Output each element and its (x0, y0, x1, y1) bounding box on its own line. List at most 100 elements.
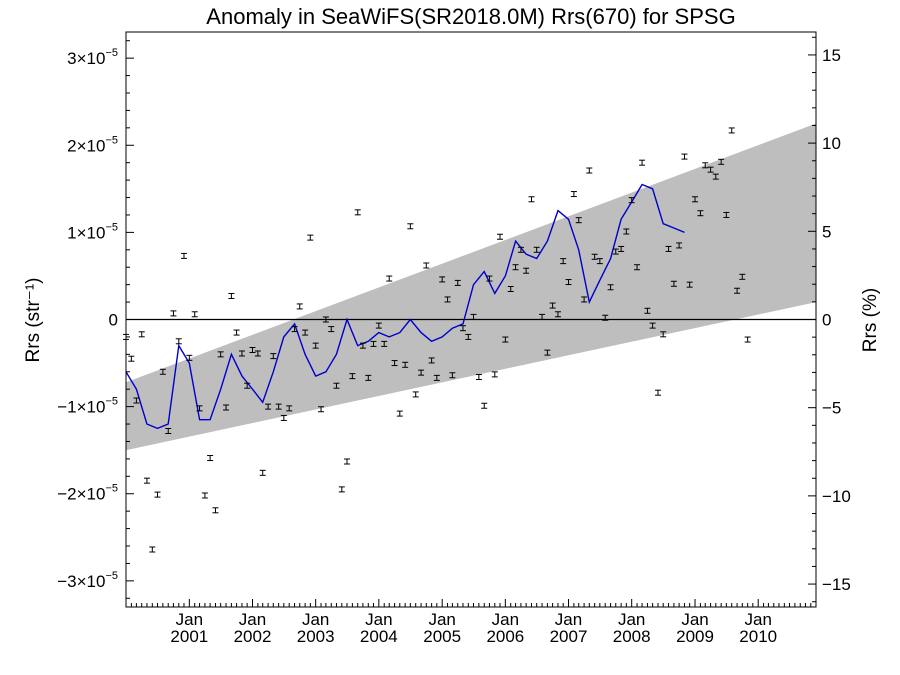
data-point (328, 326, 335, 333)
x-axis: Jan2001Jan2002Jan2003Jan2004Jan2005Jan20… (125, 599, 817, 646)
data-point (602, 314, 609, 321)
data-point (165, 428, 172, 435)
x-tick-month: Jan (492, 610, 519, 629)
data-point (159, 368, 166, 375)
data-point (723, 211, 730, 218)
data-point (128, 355, 135, 362)
data-point (196, 405, 203, 412)
data-point (154, 491, 161, 498)
data-point (228, 292, 235, 299)
left-axis-label: Rrs (str⁻¹) (23, 278, 44, 363)
data-point (307, 234, 314, 241)
chart-title: Anomaly in SeaWiFS(SR2018.0M) Rrs(670) f… (206, 4, 735, 29)
left-tick-exponent: −5 (105, 47, 118, 59)
data-point (728, 127, 735, 134)
data-point (217, 351, 224, 358)
data-point (207, 455, 214, 462)
data-point (459, 325, 466, 332)
left-tick-exponent: −5 (105, 221, 118, 233)
x-tick-year: 2004 (360, 627, 398, 646)
right-axis-label: Rrs (%) (860, 288, 881, 352)
data-point (265, 403, 272, 410)
data-point (143, 477, 150, 484)
data-point (180, 252, 187, 259)
data-point (570, 191, 577, 198)
x-tick-year: 2007 (550, 627, 588, 646)
data-point (702, 162, 709, 169)
x-tick-month: Jan (428, 610, 455, 629)
right-y-axis: 15 10 5 0 −5 −10 −15 (808, 36, 851, 603)
x-tick-month: Jan (365, 610, 392, 629)
data-point (444, 296, 451, 303)
data-point (149, 546, 156, 553)
data-point (707, 166, 714, 173)
data-point (512, 264, 519, 271)
data-point (639, 159, 646, 166)
x-tick-year: 2009 (676, 627, 714, 646)
left-tick-label: 3×10−5 (67, 47, 118, 68)
right-tick-label: 0 (822, 311, 831, 330)
left-tick-label: −3×10−5 (57, 570, 118, 591)
left-tick-mantissa: 2 (67, 136, 76, 155)
data-point (528, 196, 535, 203)
right-tick-label: −10 (822, 487, 851, 506)
data-point (470, 313, 477, 320)
data-point (502, 336, 509, 343)
data-point (660, 331, 667, 338)
data-point (428, 357, 435, 364)
data-point (333, 382, 340, 389)
data-point (586, 167, 593, 174)
x-tick-year: 2002 (234, 627, 272, 646)
data-point (359, 342, 366, 349)
left-tick-label: 1×10−5 (67, 221, 118, 242)
data-point (201, 492, 208, 499)
x-tick-year: 2008 (613, 627, 651, 646)
data-point (692, 196, 699, 203)
right-tick-label: −15 (822, 575, 851, 594)
data-point (296, 303, 303, 310)
data-point (560, 258, 567, 265)
data-point (491, 371, 498, 378)
data-point (618, 245, 625, 252)
right-tick-label: 5 (822, 222, 831, 241)
data-point (223, 404, 230, 411)
data-point (412, 391, 419, 398)
data-point (581, 296, 588, 303)
x-tick-month: Jan (555, 610, 582, 629)
data-point (381, 340, 388, 347)
monthly-points (123, 127, 751, 553)
data-point (523, 267, 530, 274)
left-tick-label: 0 (109, 311, 118, 330)
data-point (649, 322, 656, 329)
left-tick-label: 2×10−5 (67, 134, 118, 155)
data-point (475, 374, 482, 380)
smoothed-line (125, 183, 685, 430)
data-point (718, 158, 725, 165)
x-tick-year: 2005 (423, 627, 461, 646)
left-tick-mantissa: −1 (57, 398, 76, 417)
left-tick-exponent: −5 (105, 483, 118, 495)
x-tick-year: 2003 (297, 627, 335, 646)
x-tick-month: Jan (681, 610, 708, 629)
data-point (391, 360, 398, 367)
data-point (665, 245, 672, 252)
data-point (670, 280, 677, 287)
data-point (186, 354, 193, 361)
left-tick-label: −1×10−5 (57, 396, 118, 417)
x-tick-year: 2001 (170, 627, 208, 646)
trend-band (126, 123, 816, 451)
x-tick-month: Jan (744, 610, 771, 629)
data-point (739, 273, 746, 280)
data-point (191, 311, 198, 318)
data-point (744, 336, 751, 343)
data-point (249, 346, 256, 353)
data-point (654, 389, 661, 396)
data-point (481, 402, 488, 409)
data-point (607, 284, 614, 291)
data-point (676, 242, 683, 249)
data-point (396, 410, 403, 417)
data-point (439, 276, 446, 283)
data-point (423, 262, 430, 269)
data-point (628, 197, 635, 204)
